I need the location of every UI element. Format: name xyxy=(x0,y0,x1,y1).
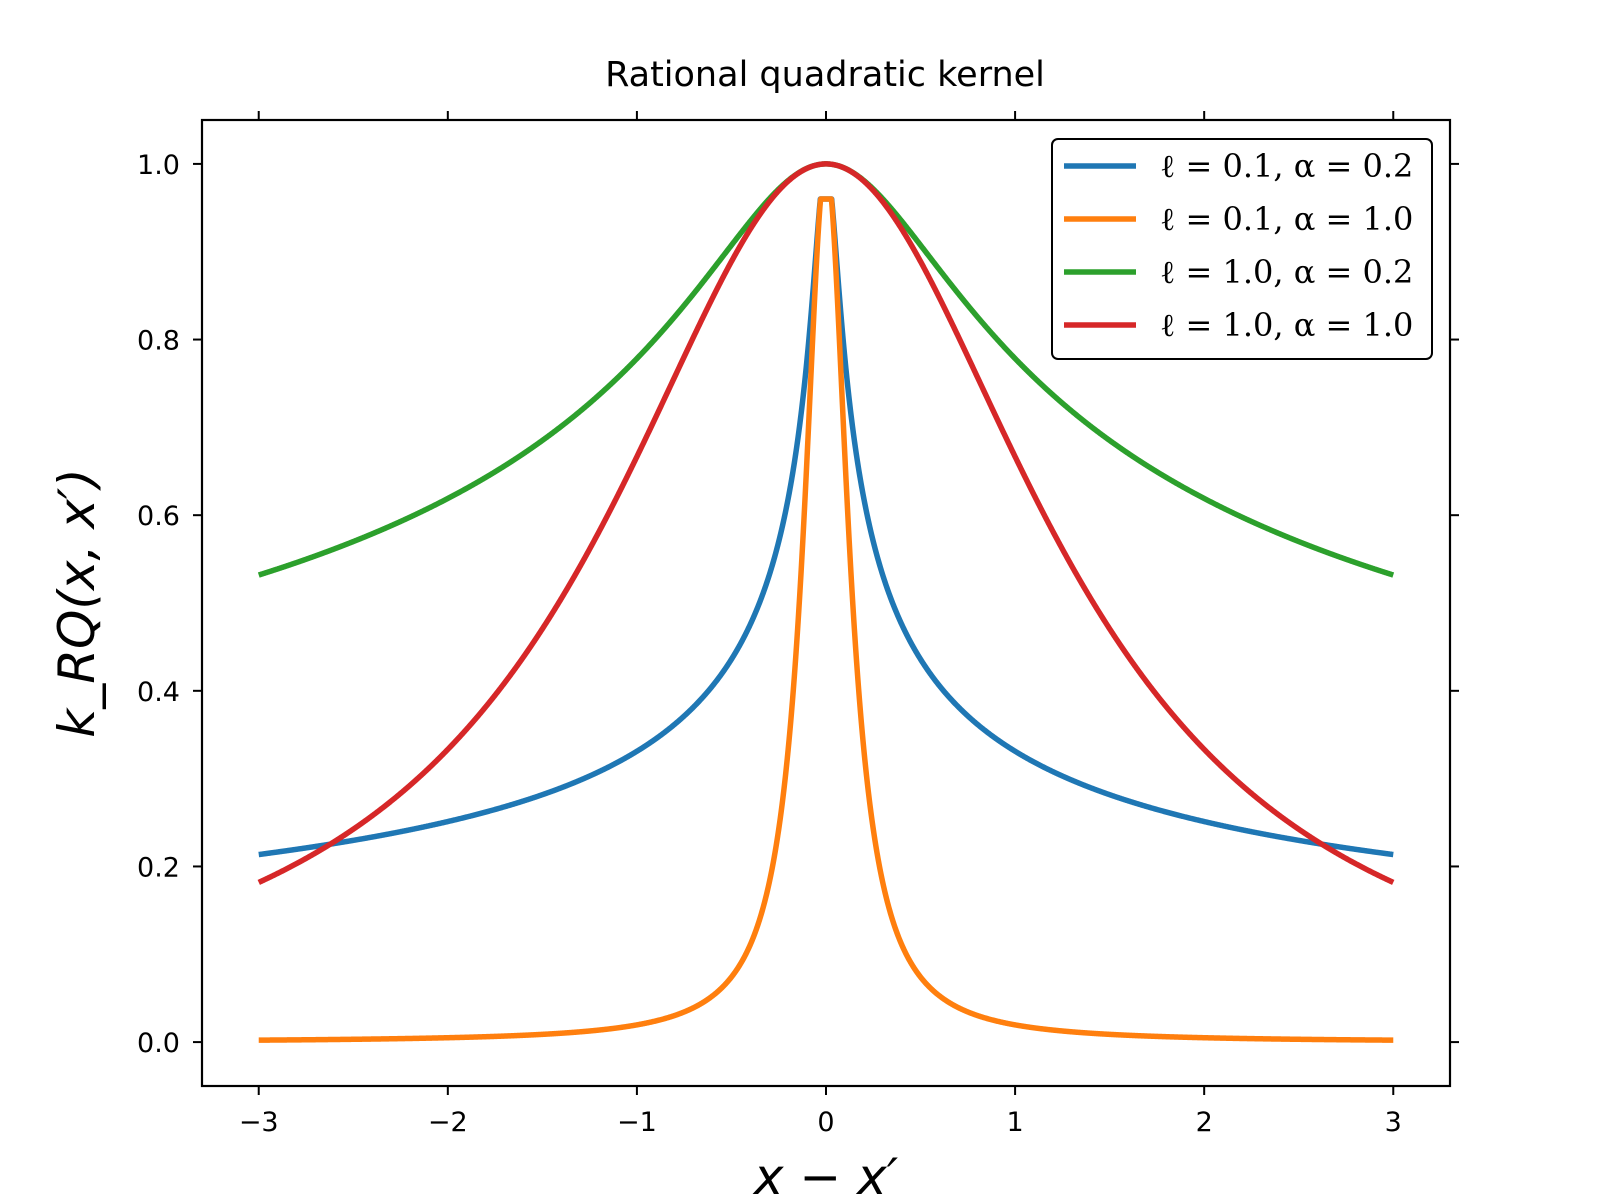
y-tick-label: 0.4 xyxy=(137,677,180,708)
legend-frame xyxy=(1051,138,1433,360)
legend-label: ℓ = 1.0, α = 1.0 xyxy=(1160,306,1413,344)
y-axis-label: k_RQ(x, x′) xyxy=(48,468,106,737)
x-tick-label: 2 xyxy=(1196,1107,1213,1138)
y-tick-label: 1.0 xyxy=(137,150,180,181)
x-tick-label: 3 xyxy=(1385,1107,1402,1138)
chart-title: Rational quadratic kernel xyxy=(605,55,1045,95)
x-tick-label: 0 xyxy=(817,1107,834,1138)
x-tick-label: −2 xyxy=(428,1107,468,1138)
y-tick-label: 0.8 xyxy=(137,326,180,357)
plot-frame xyxy=(200,118,1452,1088)
tick-layer: −3 −2 −1 0 1 2 3 0.0 0.2 0.4 0.6 0.8 1.0 xyxy=(137,111,1459,1138)
legend: ℓ = 0.1, α = 0.2 ℓ = 0.1, α = 1.0 ℓ = 1.0,… xyxy=(1051,138,1433,360)
x-axis-label: x − x′ xyxy=(752,1148,899,1200)
series-layer xyxy=(256,161,1396,1043)
x-tick-label: 1 xyxy=(1006,1107,1023,1138)
legend-label: ℓ = 1.0, α = 0.2 xyxy=(1160,253,1413,291)
series-line xyxy=(256,196,1396,1043)
y-tick-label: 0.6 xyxy=(137,501,180,532)
y-tick-label: 0.2 xyxy=(137,852,180,883)
x-tick-label: −3 xyxy=(239,1107,279,1138)
legend-label: ℓ = 0.1, α = 0.2 xyxy=(1160,147,1413,185)
legend-label: ℓ = 0.1, α = 1.0 xyxy=(1160,200,1413,238)
y-tick-label: 0.0 xyxy=(137,1028,180,1059)
x-tick-label: −1 xyxy=(617,1107,657,1138)
series-line xyxy=(256,161,1396,885)
